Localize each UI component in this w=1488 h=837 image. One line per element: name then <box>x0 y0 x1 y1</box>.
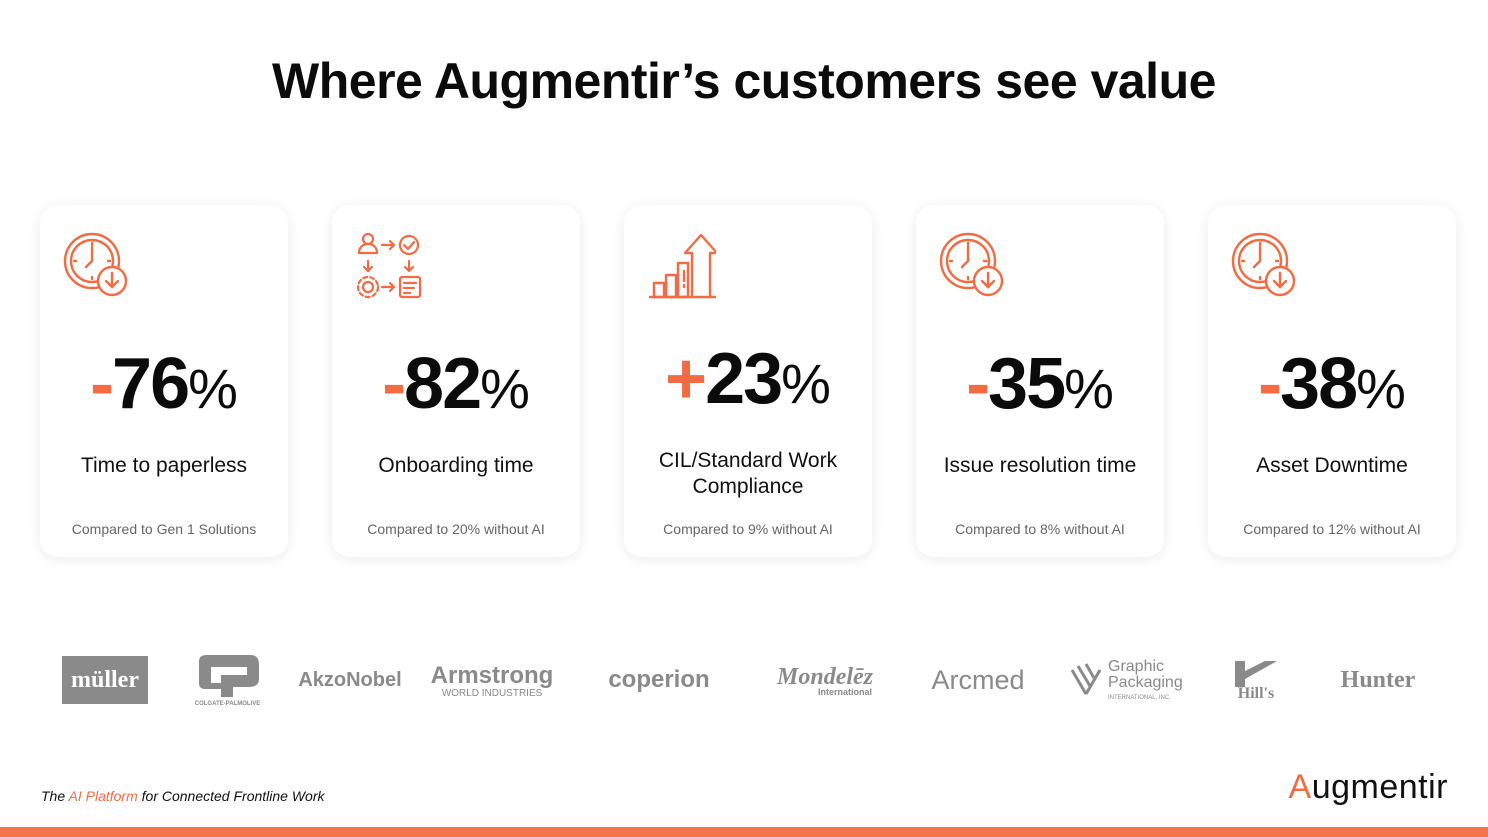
clock-down-icon <box>1231 232 1296 297</box>
stat-note: Compared to 20% without AI <box>367 521 545 537</box>
stat-card-issue-resolution: -35% Issue resolution time Compared to 8… <box>916 205 1164 557</box>
augmentir-logo: Augmentir <box>1288 768 1448 806</box>
stat-value: -35% <box>966 344 1114 424</box>
stat-label: Issue resolution time <box>943 454 1137 477</box>
stat-value: -82% <box>382 344 530 424</box>
stat-note: Compared to Gen 1 Solutions <box>71 521 257 537</box>
stat-note: Compared to 9% without AI <box>663 521 833 537</box>
stat-card-cil-compliance: +23% CIL/Standard Work Compliance Compar… <box>624 205 872 557</box>
stat-value: -76% <box>90 344 238 424</box>
stat-label: CIL/Standard Work Compliance <box>658 449 838 498</box>
stat-note: Compared to 8% without AI <box>955 521 1125 537</box>
stat-value: -38% <box>1258 344 1406 424</box>
stat-label: Time to paperless <box>80 454 248 477</box>
logo-arcmed: Arcmed <box>931 664 1025 695</box>
footer-tagline: The AI Platform for Connected Frontline … <box>41 788 325 804</box>
stat-card-onboarding-time: -82% Onboarding time Compared to 20% wit… <box>332 205 580 557</box>
graphic-packaging-mark <box>1070 663 1102 695</box>
footer-accent-bar <box>0 827 1488 837</box>
growth-chart-icon <box>648 233 716 299</box>
logo-mondelez: Mondelēz International <box>777 663 873 697</box>
stat-label: Asset Downtime <box>1256 454 1408 477</box>
logo-graphic-packaging: Graphic Packaging INTERNATIONAL, INC. <box>1066 650 1196 710</box>
logo-armstrong: Armstrong WORLD INDUSTRIES <box>430 661 554 699</box>
clock-down-icon <box>63 232 128 297</box>
logo-muller: müller <box>62 650 148 710</box>
logo-coperion: coperion <box>608 666 710 693</box>
logo-akzonobel: AkzoNobel <box>298 668 402 691</box>
hills-mark <box>1235 661 1277 687</box>
colgate-palmolive-mark <box>198 655 259 697</box>
stat-label: Onboarding time <box>378 454 534 477</box>
logo-colgate-palmolive: COLGATE-PALMOLIVE <box>185 650 270 710</box>
page-title: Where Augmentir’s customers see value <box>272 53 1216 109</box>
stat-card-time-to-paperless: -76% Time to paperless Compared to Gen 1… <box>40 205 288 557</box>
stat-card-asset-downtime: -38% Asset Downtime Compared to 12% with… <box>1208 205 1456 557</box>
clock-down-icon <box>939 232 1004 297</box>
stat-value: +23% <box>665 339 831 419</box>
logo-hills: Hill's <box>1224 650 1288 710</box>
workflow-icon <box>356 232 422 299</box>
logo-hunter: Hunter <box>1340 666 1416 693</box>
stat-note: Compared to 12% without AI <box>1243 521 1421 537</box>
